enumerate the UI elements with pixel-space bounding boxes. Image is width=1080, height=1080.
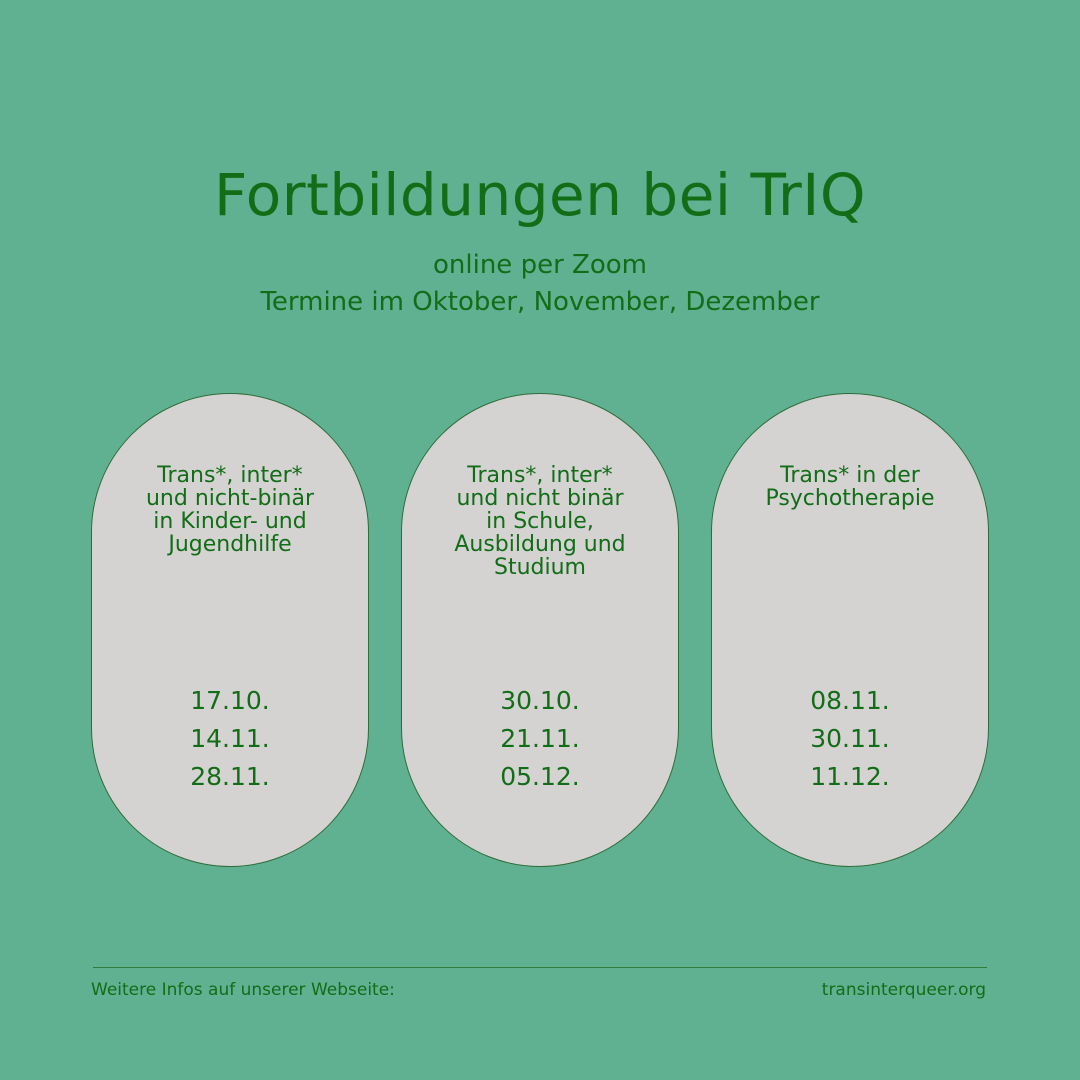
course-card-youth-welfare: Trans*, inter* und nicht-binär in Kinder… — [91, 393, 369, 867]
course-date: 30.11. — [810, 724, 890, 753]
course-card-school: Trans*, inter* und nicht binär in Schule… — [401, 393, 679, 867]
course-date: 05.12. — [500, 762, 580, 791]
course-date: 14.11. — [190, 724, 270, 753]
website-link[interactable]: transinterqueer.org — [821, 980, 986, 1000]
course-date: 28.11. — [190, 762, 270, 791]
course-dates: 08.11. 30.11. 11.12. — [712, 682, 988, 796]
course-date: 21.11. — [500, 724, 580, 753]
course-title: Trans*, inter* und nicht binär in Schule… — [454, 463, 626, 580]
course-date: 11.12. — [810, 762, 890, 791]
footer-divider — [93, 967, 987, 968]
course-date: 17.10. — [190, 686, 270, 715]
course-title: Trans*, inter* und nicht-binär in Kinder… — [145, 463, 315, 557]
page-title: Fortbildungen bei TrIQ — [213, 161, 866, 229]
course-dates: 30.10. 21.11. 05.12. — [402, 682, 678, 796]
dates-subtitle: Termine im Oktober, November, Dezember — [260, 287, 820, 317]
course-card-psychotherapy: Trans* in der Psychotherapie 08.11. 30.1… — [711, 393, 989, 867]
footer-info-label: Weitere Infos auf unserer Webseite: — [91, 980, 395, 1000]
format-subtitle: online per Zoom — [433, 250, 647, 280]
course-date: 30.10. — [500, 686, 580, 715]
course-dates: 17.10. 14.11. 28.11. — [92, 682, 368, 796]
course-title: Trans* in der Psychotherapie — [765, 463, 935, 511]
course-date: 08.11. — [810, 686, 890, 715]
